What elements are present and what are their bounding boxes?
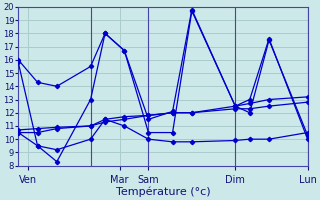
X-axis label: Température (°c): Température (°c): [116, 186, 210, 197]
